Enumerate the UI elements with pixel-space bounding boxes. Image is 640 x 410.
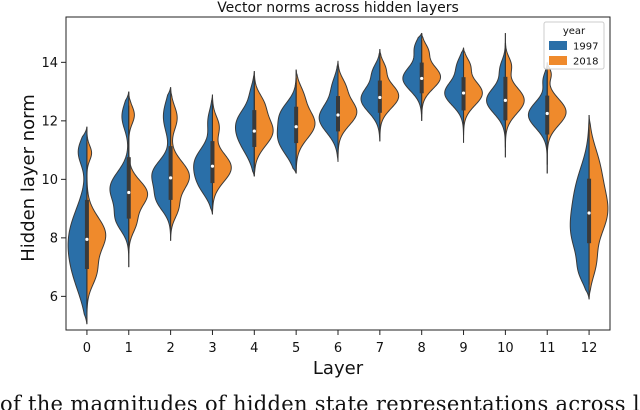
iqr-box: [126, 157, 131, 219]
y-axis-title: Hidden layer norm: [18, 94, 39, 262]
violin-half-1997: [569, 114, 590, 300]
violin-layer-5: [276, 69, 316, 174]
violin-half-1997: [360, 49, 381, 142]
violin-half-1997: [527, 62, 548, 174]
x-tick-label: 7: [376, 341, 384, 356]
median-point: [378, 95, 382, 100]
median-point: [252, 129, 256, 133]
violin-half-2018: [86, 126, 107, 325]
iqr-box: [168, 146, 173, 200]
median-point: [85, 237, 89, 241]
violin-half-2018: [253, 71, 274, 177]
violin-half-2018: [504, 33, 525, 158]
violin-layer-9: [444, 47, 483, 143]
violin-layer-3: [193, 94, 232, 215]
violin-half-1997: [151, 87, 172, 241]
violin-half-1997: [318, 60, 339, 162]
violin-half-2018: [170, 87, 190, 241]
violin-layer-10: [486, 33, 525, 158]
iqr-box: [210, 141, 215, 184]
median-point: [127, 190, 131, 195]
median-point: [336, 113, 340, 117]
violin-half-1997: [109, 91, 130, 268]
median-point: [545, 111, 549, 116]
legend-label-1997: 1997: [573, 42, 598, 53]
iqr-box: [84, 199, 89, 270]
violin-half-1997: [402, 32, 423, 121]
x-tick-label: 4: [250, 341, 258, 356]
violin-half-2018: [295, 69, 316, 174]
violin-half-2018: [211, 94, 232, 215]
x-tick-label: 3: [208, 341, 216, 356]
iqr-box: [252, 110, 257, 147]
median-point: [461, 91, 466, 95]
violin-layer-0: [67, 126, 107, 325]
violin-layer-1: [109, 91, 149, 268]
median-point: [294, 125, 298, 129]
violin-half-2018: [421, 33, 442, 121]
x-tick-label: 2: [166, 341, 174, 356]
violin-half-1997: [276, 69, 297, 174]
iqr-box: [587, 178, 592, 244]
violin-half-2018: [588, 114, 609, 300]
caption-fragment: of the magnitudes of hidden state repres…: [0, 392, 640, 410]
y-tick-label: 14: [41, 56, 58, 71]
x-axis-title: Layer: [313, 358, 364, 379]
y-tick-label: 12: [41, 114, 58, 129]
x-tick-label: 5: [292, 341, 300, 356]
median-point: [210, 164, 215, 168]
legend-title: year: [563, 26, 586, 37]
violin-layer-6: [318, 60, 358, 162]
chart-title: Vector norms across hidden layers: [217, 0, 459, 16]
violin-half-2018: [463, 47, 483, 143]
violin-layer-7: [360, 49, 400, 142]
x-tick-label: 0: [83, 341, 91, 356]
x-tick-label: 12: [581, 341, 598, 356]
violin-layer-12: [569, 114, 609, 300]
violin-half-2018: [379, 49, 400, 142]
x-tick-label: 11: [539, 341, 556, 356]
x-tick-label: 6: [334, 341, 342, 356]
x-tick-label: 1: [125, 341, 133, 356]
violin-half-2018: [337, 60, 358, 162]
y-tick-label: 6: [50, 290, 58, 305]
y-tick-label: 10: [41, 173, 58, 188]
violin-half-2018: [546, 62, 567, 174]
legend-swatch-2018: [549, 56, 567, 65]
violins: [67, 32, 609, 325]
violin-half-1997: [234, 71, 255, 177]
x-tick-label: 9: [459, 341, 467, 356]
x-tick-label: 8: [418, 341, 426, 356]
legend-swatch-1997: [549, 41, 567, 50]
violin-layer-8: [402, 32, 442, 121]
violin-layer-2: [151, 87, 190, 241]
violin-layer-11: [527, 62, 567, 174]
median-point: [420, 76, 424, 81]
violin-half-1997: [444, 47, 465, 143]
violin-half-1997: [486, 33, 506, 158]
violin-half-2018: [128, 91, 149, 268]
median-point: [169, 176, 173, 180]
violin-half-1997: [193, 94, 213, 215]
violin-layer-4: [234, 71, 274, 177]
y-tick-label: 8: [50, 231, 58, 246]
iqr-box: [503, 76, 508, 121]
median-point: [587, 211, 591, 215]
median-point: [503, 98, 507, 102]
legend: year 1997 2018: [543, 21, 605, 70]
violin-half-1997: [67, 126, 88, 325]
iqr-box: [294, 106, 299, 144]
legend-label-2018: 2018: [573, 57, 598, 68]
x-tick-label: 10: [497, 341, 514, 356]
